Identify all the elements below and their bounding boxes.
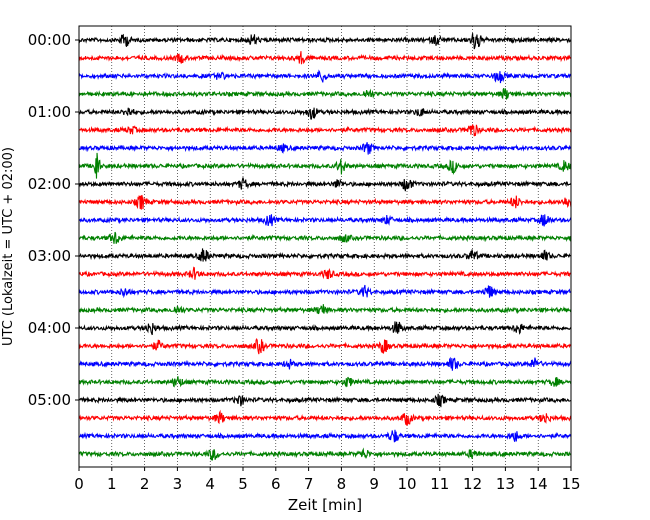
trace-0500 <box>78 393 572 408</box>
trace-0100 <box>78 107 572 120</box>
y-axis-label: UTC (Lokalzeit = UTC + 02:00) <box>1 147 16 346</box>
y-tick-label-0400: 04:00 <box>28 319 71 337</box>
trace-0545 <box>78 447 572 461</box>
trace-0515 <box>78 409 572 426</box>
seismogram-traces <box>78 33 572 461</box>
y-tick-label-0500: 05:00 <box>28 391 71 409</box>
y-tick-label-0100: 01:00 <box>28 103 71 121</box>
x-tick-label-2: 2 <box>140 475 150 493</box>
trace-0030 <box>78 69 572 84</box>
trace-0530 <box>78 429 572 443</box>
trace-0315 <box>78 266 572 280</box>
x-tick-label-8: 8 <box>337 475 347 493</box>
x-tick-label-6: 6 <box>271 475 281 493</box>
trace-0000 <box>78 33 572 50</box>
trace-0330 <box>78 284 572 299</box>
trace-0245 <box>78 231 572 244</box>
x-tick-label-0: 0 <box>74 475 84 493</box>
trace-0415 <box>78 337 572 355</box>
trace-0430 <box>78 356 572 371</box>
trace-0045 <box>78 88 572 100</box>
x-tick-label-13: 13 <box>496 475 515 493</box>
trace-0130 <box>78 142 572 155</box>
trace-0445 <box>78 376 572 388</box>
y-axis-ticks: 00:00 01:00 02:00 03:00 04:00 05:00 <box>28 31 79 409</box>
trace-0115 <box>78 124 572 137</box>
trace-0215 <box>78 194 572 210</box>
trace-0345 <box>78 304 572 315</box>
x-tick-label-11: 11 <box>430 475 449 493</box>
x-tick-label-10: 10 <box>397 475 416 493</box>
x-axis-ticks: 0 1 2 3 4 5 6 7 8 9 10 11 12 13 14 15 <box>74 467 581 493</box>
x-tick-label-3: 3 <box>173 475 183 493</box>
trace-0200 <box>78 177 572 192</box>
x-tick-label-14: 14 <box>529 475 548 493</box>
trace-0015 <box>78 51 572 65</box>
y-tick-label-0200: 02:00 <box>28 175 71 193</box>
plot-frame <box>78 25 572 468</box>
x-tick-label-7: 7 <box>304 475 314 493</box>
y-tick-label-0000: 00:00 <box>28 31 71 49</box>
x-tick-label-5: 5 <box>238 475 248 493</box>
trace-0230 <box>78 214 572 227</box>
x-axis-label: Zeit [min] <box>288 496 362 514</box>
y-tick-label-0300: 03:00 <box>28 247 71 265</box>
x-tick-label-4: 4 <box>205 475 215 493</box>
trace-0300 <box>78 248 572 262</box>
x-tick-label-1: 1 <box>107 475 117 493</box>
x-tick-label-12: 12 <box>463 475 482 493</box>
x-tick-label-9: 9 <box>369 475 379 493</box>
trace-0145 <box>78 152 572 179</box>
x-tick-label-15: 15 <box>561 475 580 493</box>
trace-0400 <box>78 321 572 336</box>
